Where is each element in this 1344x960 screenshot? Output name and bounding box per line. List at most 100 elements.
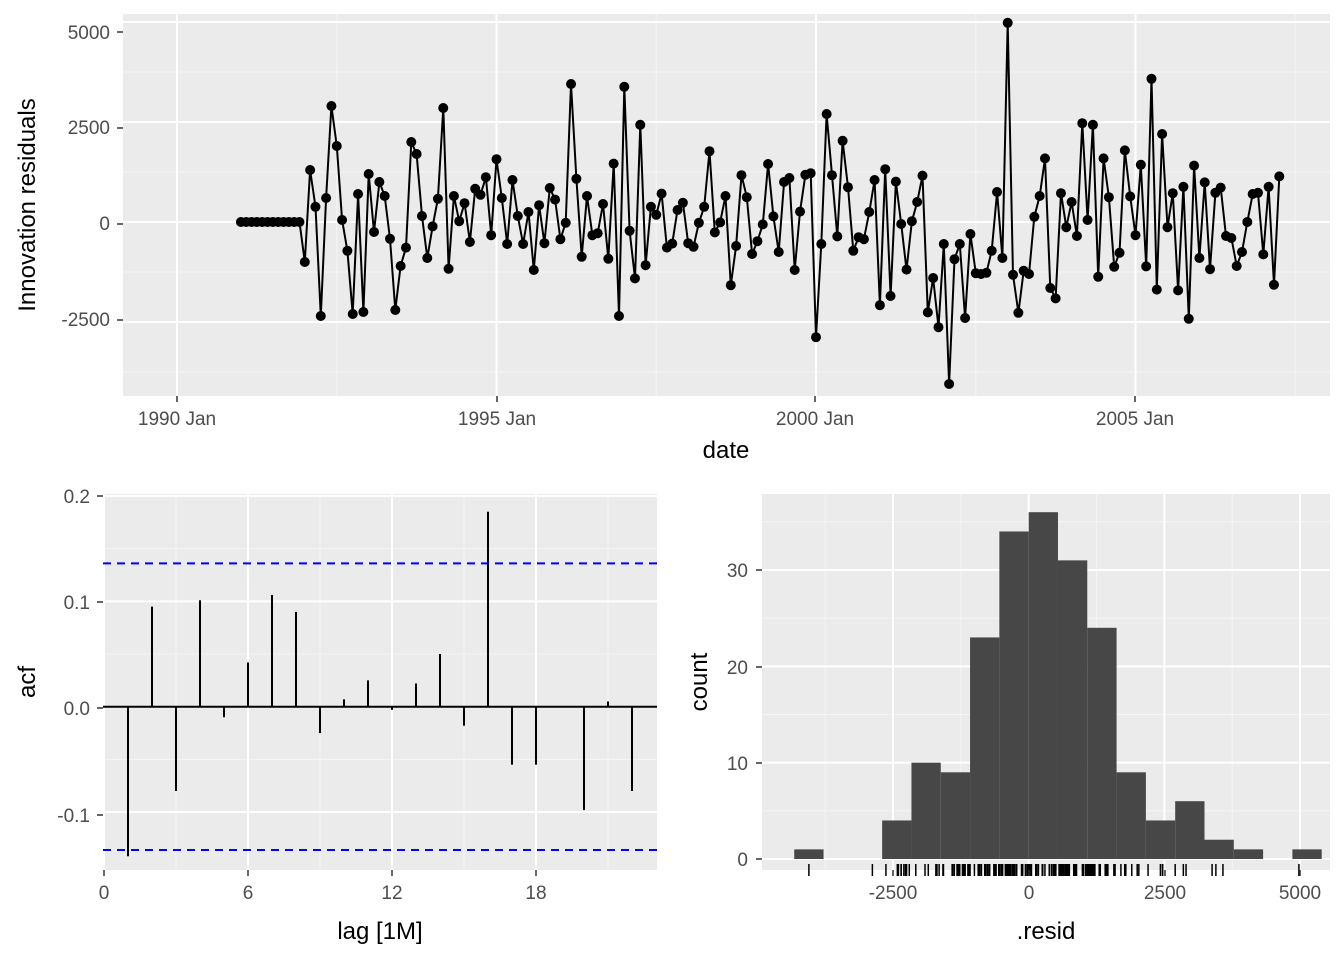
residual-point bbox=[1263, 181, 1274, 192]
histogram-bar bbox=[1116, 772, 1146, 859]
residual-point bbox=[912, 197, 923, 207]
residual-point bbox=[1029, 211, 1040, 222]
residual-point bbox=[1237, 247, 1247, 257]
histogram-bar bbox=[1087, 627, 1117, 859]
residual-point bbox=[880, 164, 891, 175]
acf-x-axis-title: lag [1M] bbox=[337, 918, 422, 945]
residual-point bbox=[1119, 145, 1130, 156]
residual-point bbox=[374, 177, 385, 187]
residuals-x-axis-title: date bbox=[703, 437, 750, 464]
residual-point bbox=[768, 211, 779, 222]
residual-point bbox=[353, 189, 364, 199]
histogram-y-tick-labels: 30 20 10 0 bbox=[727, 561, 748, 871]
residual-point bbox=[560, 217, 571, 228]
residual-point bbox=[1226, 233, 1237, 243]
residual-point bbox=[826, 170, 837, 181]
residual-point bbox=[874, 300, 885, 311]
residuals-series bbox=[235, 17, 1285, 389]
residual-point bbox=[704, 146, 715, 157]
residual-point bbox=[1002, 17, 1013, 28]
residual-point bbox=[363, 169, 374, 179]
residuals-y-tick-labels: 5000 2500 0 -2500 bbox=[61, 23, 110, 331]
residual-point bbox=[811, 332, 821, 343]
residual-point bbox=[715, 217, 726, 228]
acf-y-ticks bbox=[97, 495, 103, 816]
histogram-x-tick-labels: -2500 0 2500 5000 bbox=[869, 883, 1321, 904]
residual-point bbox=[709, 227, 720, 238]
acf-y-tick-labels: 0.2 0.1 0.0 -0.1 bbox=[57, 487, 90, 827]
residual-point bbox=[869, 175, 880, 185]
residual-point bbox=[1071, 231, 1082, 241]
residual-point bbox=[1130, 230, 1141, 241]
residual-point bbox=[1066, 197, 1077, 207]
residuals-y-axis-title: Innovation residuals bbox=[14, 98, 41, 311]
residual-point bbox=[1034, 191, 1045, 201]
residual-point bbox=[1157, 129, 1168, 139]
residual-point bbox=[608, 158, 619, 169]
residual-point bbox=[422, 253, 433, 263]
acf-x-tick-labels: 0 6 12 18 bbox=[99, 883, 547, 904]
histogram-bar bbox=[1233, 849, 1264, 859]
residual-point bbox=[1045, 283, 1056, 293]
residual-point bbox=[305, 165, 316, 175]
residual-point bbox=[1114, 247, 1125, 258]
residual-point bbox=[550, 194, 561, 205]
residual-point bbox=[438, 103, 449, 113]
residual-point bbox=[502, 239, 513, 249]
residual-point bbox=[688, 241, 699, 252]
histogram-bar bbox=[1204, 839, 1234, 859]
y-tick-label: 0.0 bbox=[64, 699, 90, 720]
histogram-bar bbox=[794, 849, 824, 859]
residual-point bbox=[342, 245, 353, 256]
residual-point bbox=[331, 141, 342, 151]
residual-point bbox=[693, 217, 704, 228]
y-tick-label: 2500 bbox=[68, 118, 110, 139]
residual-point bbox=[720, 191, 731, 201]
residual-point bbox=[571, 173, 582, 184]
acf-plot: 0.2 0.1 0.0 -0.1 0 6 12 18 lag [1M] acf bbox=[14, 487, 657, 945]
residual-point bbox=[656, 188, 667, 199]
y-tick-label: 0.1 bbox=[64, 593, 90, 614]
histogram-bar bbox=[1028, 512, 1058, 859]
residual-point bbox=[901, 264, 912, 275]
residual-point bbox=[784, 173, 795, 183]
residual-point bbox=[337, 215, 348, 225]
residual-point bbox=[672, 205, 683, 215]
residual-point bbox=[741, 192, 752, 203]
residual-point bbox=[1268, 279, 1279, 290]
residual-point bbox=[848, 245, 859, 256]
residual-point bbox=[539, 238, 550, 249]
residual-point bbox=[1258, 249, 1269, 260]
y-tick-label: 5000 bbox=[68, 23, 110, 44]
residual-point bbox=[906, 216, 917, 227]
histogram-bar bbox=[999, 531, 1029, 859]
residual-point bbox=[1082, 215, 1093, 225]
residual-point bbox=[326, 101, 337, 111]
residual-point bbox=[1135, 159, 1146, 170]
histogram-x-ticks bbox=[892, 870, 1301, 876]
residual-point bbox=[805, 168, 816, 179]
residual-point bbox=[1098, 153, 1109, 164]
residual-point bbox=[752, 236, 763, 247]
histogram-plot: 30 20 10 0 -2500 0 2500 5000 .resid coun… bbox=[686, 494, 1330, 945]
residual-point bbox=[651, 209, 662, 220]
residual-point bbox=[954, 239, 965, 249]
residual-point bbox=[1061, 222, 1072, 233]
histogram-bar bbox=[1057, 560, 1088, 859]
x-tick-label: 2000 Jan bbox=[776, 409, 854, 430]
histogram-bar bbox=[1292, 849, 1322, 859]
x-tick-label: 1990 Jan bbox=[138, 409, 216, 430]
residual-point bbox=[486, 230, 497, 241]
histogram-bar bbox=[1175, 801, 1205, 859]
residual-point bbox=[1173, 285, 1184, 296]
residual-point bbox=[832, 231, 843, 242]
residual-point bbox=[512, 211, 523, 221]
residual-point bbox=[582, 191, 593, 201]
residual-point bbox=[411, 149, 422, 159]
residual-point bbox=[555, 234, 566, 245]
residual-point bbox=[992, 187, 1003, 197]
y-tick-label: 30 bbox=[727, 561, 748, 582]
acf-x-ticks bbox=[103, 870, 537, 876]
x-tick-label: 18 bbox=[525, 883, 546, 904]
